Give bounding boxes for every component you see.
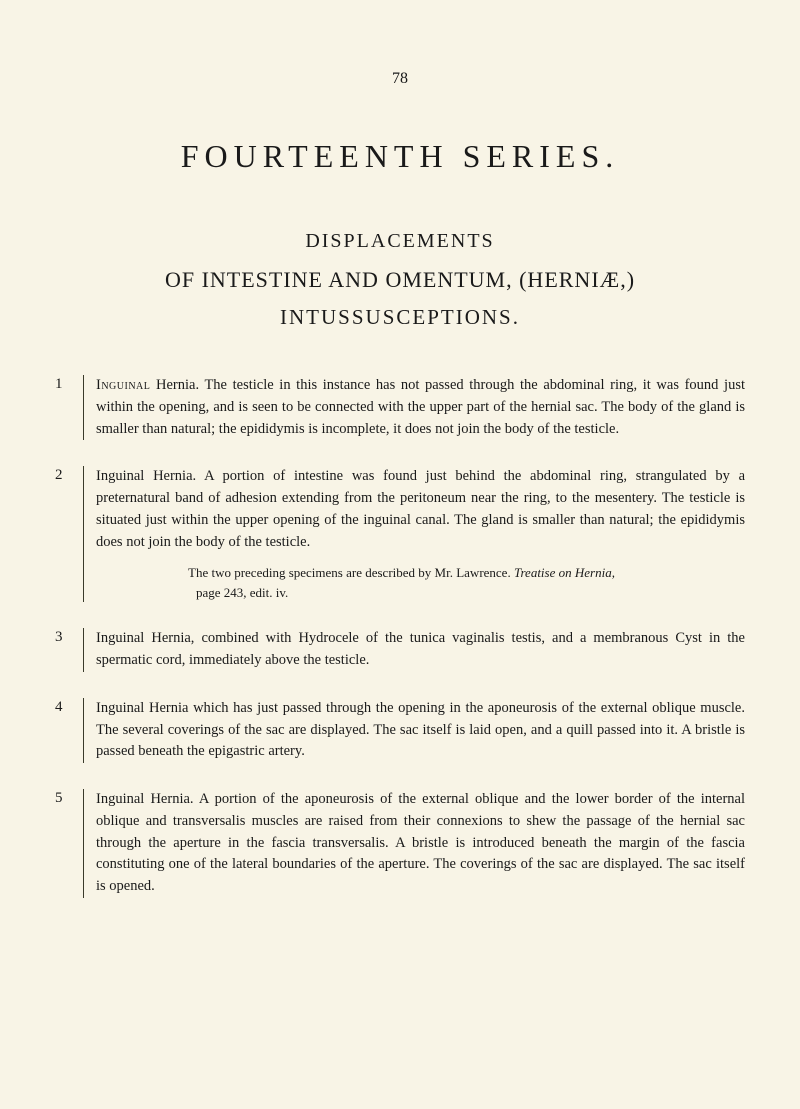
- entry-number: 3: [55, 628, 83, 646]
- subtitle-intussusceptions: INTUSSUSCEPTIONS.: [55, 305, 745, 330]
- entry-separator: [83, 628, 84, 672]
- page-number: 78: [55, 70, 745, 88]
- entry-row: 5 Inguinal Hernia. A portion of the apon…: [55, 789, 745, 898]
- entry-lead: Inguinal: [96, 377, 150, 393]
- entry-content: Inguinal Hernia, combined with Hydrocele…: [96, 628, 745, 672]
- main-title: FOURTEENTH SERIES.: [55, 138, 745, 175]
- entry-paragraph: Inguinal Hernia. A portion of intestine …: [96, 466, 745, 553]
- note-line2: page 243, edit. iv.: [156, 585, 288, 600]
- entry-text: Hernia. The testicle in this instance ha…: [96, 377, 745, 437]
- entry-row: 2 Inguinal Hernia. A portion of intestin…: [55, 466, 745, 602]
- note-text: The two preceding specimens are describe…: [188, 565, 514, 580]
- entry-text: Inguinal Hernia. A portion of intestine …: [96, 468, 745, 549]
- entry-paragraph: Inguinal Hernia. A portion of the aponeu…: [96, 789, 745, 898]
- entry-content: Inguinal Hernia. A portion of the aponeu…: [96, 789, 745, 898]
- entry-row: 4 Inguinal Hernia which has just passed …: [55, 698, 745, 763]
- entry-content: Inguinal Hernia. A portion of intestine …: [96, 466, 745, 602]
- note-italic: Treatise on Hernia,: [514, 565, 615, 580]
- subtitle-intestine: OF INTESTINE AND OMENTUM, (HERNIÆ,): [55, 267, 745, 293]
- entry-paragraph: Inguinal Hernia, combined with Hydrocele…: [96, 628, 745, 672]
- entry-paragraph: Inguinal Hernia which has just passed th…: [96, 698, 745, 763]
- entry-separator: [83, 789, 84, 898]
- entry-number: 1: [55, 375, 83, 393]
- entry-text: Inguinal Hernia. A portion of the aponeu…: [96, 791, 745, 894]
- entry-number: 4: [55, 698, 83, 716]
- entry-row: 3 Inguinal Hernia, combined with Hydroce…: [55, 628, 745, 672]
- entry-note: The two preceding specimens are describe…: [96, 563, 745, 602]
- entry-separator: [83, 375, 84, 440]
- entry-separator: [83, 698, 84, 763]
- entry-text: Inguinal Hernia which has just passed th…: [96, 700, 745, 760]
- entry-text: Inguinal Hernia, combined with Hydrocele…: [96, 630, 745, 668]
- entry-row: 1 Inguinal Hernia. The testicle in this …: [55, 375, 745, 440]
- entry-separator: [83, 466, 84, 602]
- entry-number: 2: [55, 466, 83, 484]
- entries-list: 1 Inguinal Hernia. The testicle in this …: [55, 375, 745, 898]
- subtitle-displacements: DISPLACEMENTS: [55, 230, 745, 253]
- entry-paragraph: Inguinal Hernia. The testicle in this in…: [96, 375, 745, 440]
- entry-content: Inguinal Hernia which has just passed th…: [96, 698, 745, 763]
- entry-number: 5: [55, 789, 83, 807]
- entry-content: Inguinal Hernia. The testicle in this in…: [96, 375, 745, 440]
